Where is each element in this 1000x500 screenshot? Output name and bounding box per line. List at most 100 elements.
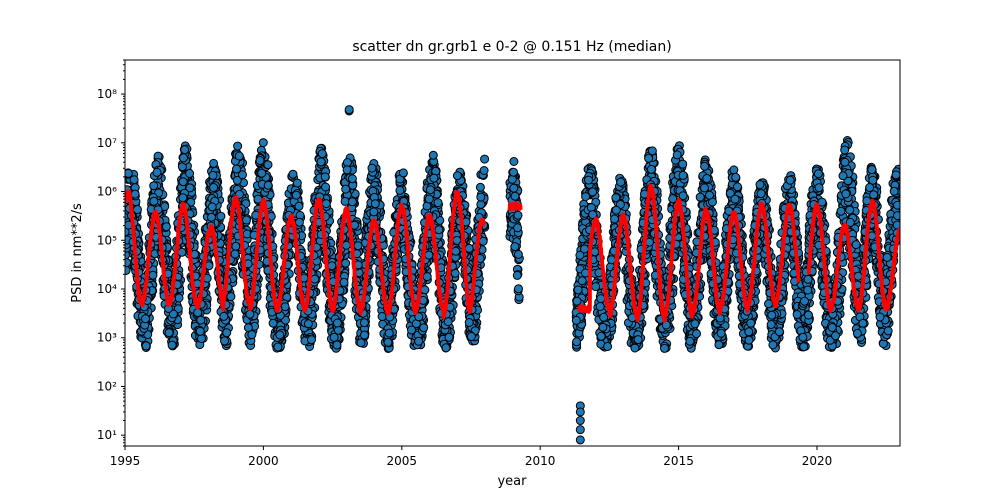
scatter-point (342, 165, 352, 175)
scatter-point (245, 309, 255, 319)
scatter-point (464, 243, 474, 253)
scatter-point (433, 198, 443, 208)
scatter-point (177, 247, 187, 257)
scatter-point (451, 246, 461, 256)
scatter-point (174, 293, 184, 303)
scatter-point (149, 196, 159, 206)
scatter-point (507, 174, 517, 184)
scatter-point (132, 205, 142, 214)
scatter-point (231, 241, 241, 251)
scatter-point (422, 272, 432, 282)
scatter-point (509, 157, 519, 166)
scatter-point (329, 332, 339, 342)
scatter-point (307, 335, 316, 345)
scatter-point (253, 194, 263, 204)
scatter-point (230, 249, 240, 259)
scatter-point (220, 336, 229, 346)
scatter-point (317, 149, 327, 159)
scatter-point (332, 318, 342, 328)
scatter-point (441, 343, 451, 353)
scatter-point (443, 317, 453, 327)
scatter-point (257, 168, 267, 178)
scatter-point (424, 194, 434, 204)
scatter-point (434, 225, 444, 235)
scatter-point (466, 332, 476, 341)
scatter-point (509, 183, 519, 193)
scatter-point (513, 223, 523, 233)
scatter-point (258, 138, 268, 148)
scatter-point (167, 340, 177, 350)
scatter-point (513, 210, 523, 220)
scatter-point (425, 185, 435, 195)
scatter-point (288, 169, 298, 179)
scatter-point (340, 196, 350, 206)
scatter-point (207, 202, 217, 212)
scatter-point (207, 212, 216, 222)
scatter-point (514, 284, 523, 294)
scatter-point (179, 153, 188, 163)
scatter-point (339, 277, 349, 287)
scatter-point (444, 332, 454, 342)
chart-title: scatter dn gr.grb1 e 0-2 @ 0.151 Hz (med… (352, 39, 671, 55)
scatter-point (369, 207, 379, 217)
scatter-point (180, 145, 190, 155)
scatter-point (161, 222, 171, 232)
scatter-point (263, 180, 273, 190)
scatter-point (238, 170, 247, 180)
scatter-point (222, 328, 232, 338)
scatter-point (292, 178, 302, 188)
scatter-point (185, 169, 195, 178)
scatter-point (383, 337, 393, 347)
scatter-point (479, 166, 489, 175)
scatter-point (341, 258, 351, 268)
scatter-point (424, 250, 434, 260)
scatter-point (464, 318, 474, 327)
scatter-point (510, 242, 520, 252)
scatter-point (130, 189, 140, 199)
scatter-point (209, 183, 219, 192)
scatter-point (429, 173, 439, 183)
scatter-point (268, 318, 278, 328)
scatter-point (478, 236, 488, 246)
scatter-point (414, 336, 424, 346)
scatter-point (316, 157, 326, 167)
scatter-point (294, 217, 304, 227)
scatter-point (360, 330, 369, 340)
scatter-point (384, 328, 394, 338)
scatter-point (398, 168, 408, 178)
scatter-point (209, 158, 219, 168)
scatter-point (233, 141, 243, 151)
scatter-point (193, 308, 203, 317)
scatter-point (480, 154, 490, 164)
scatter-point (395, 185, 405, 195)
scatter-point (195, 326, 205, 336)
scatter-point (141, 341, 151, 351)
scatter-point (347, 174, 357, 184)
scatter-point (178, 193, 188, 203)
scatter-point (321, 199, 331, 209)
scatter-point (152, 167, 162, 177)
scatter-point (219, 311, 229, 321)
scatter-point (291, 190, 301, 200)
scatter-point (320, 172, 330, 182)
scatter-point (149, 181, 159, 191)
scatter-point (303, 319, 313, 329)
scatter-point (476, 192, 486, 202)
scatter-point (342, 158, 352, 167)
scatter-point (341, 240, 351, 250)
scatter-point (356, 338, 366, 348)
scatter-point (359, 318, 369, 328)
scatter-point (247, 330, 257, 340)
scatter-point (148, 270, 158, 280)
scatter-point (310, 274, 320, 284)
scatter-point (263, 160, 273, 170)
scatter-point (226, 292, 236, 302)
scatter-point (347, 197, 357, 207)
scatter-point (208, 170, 218, 180)
scatter-point (255, 156, 265, 165)
scatter-point (333, 325, 343, 335)
scatter-point (294, 201, 304, 211)
scatter-point (512, 270, 522, 280)
scatter-point (370, 199, 380, 209)
